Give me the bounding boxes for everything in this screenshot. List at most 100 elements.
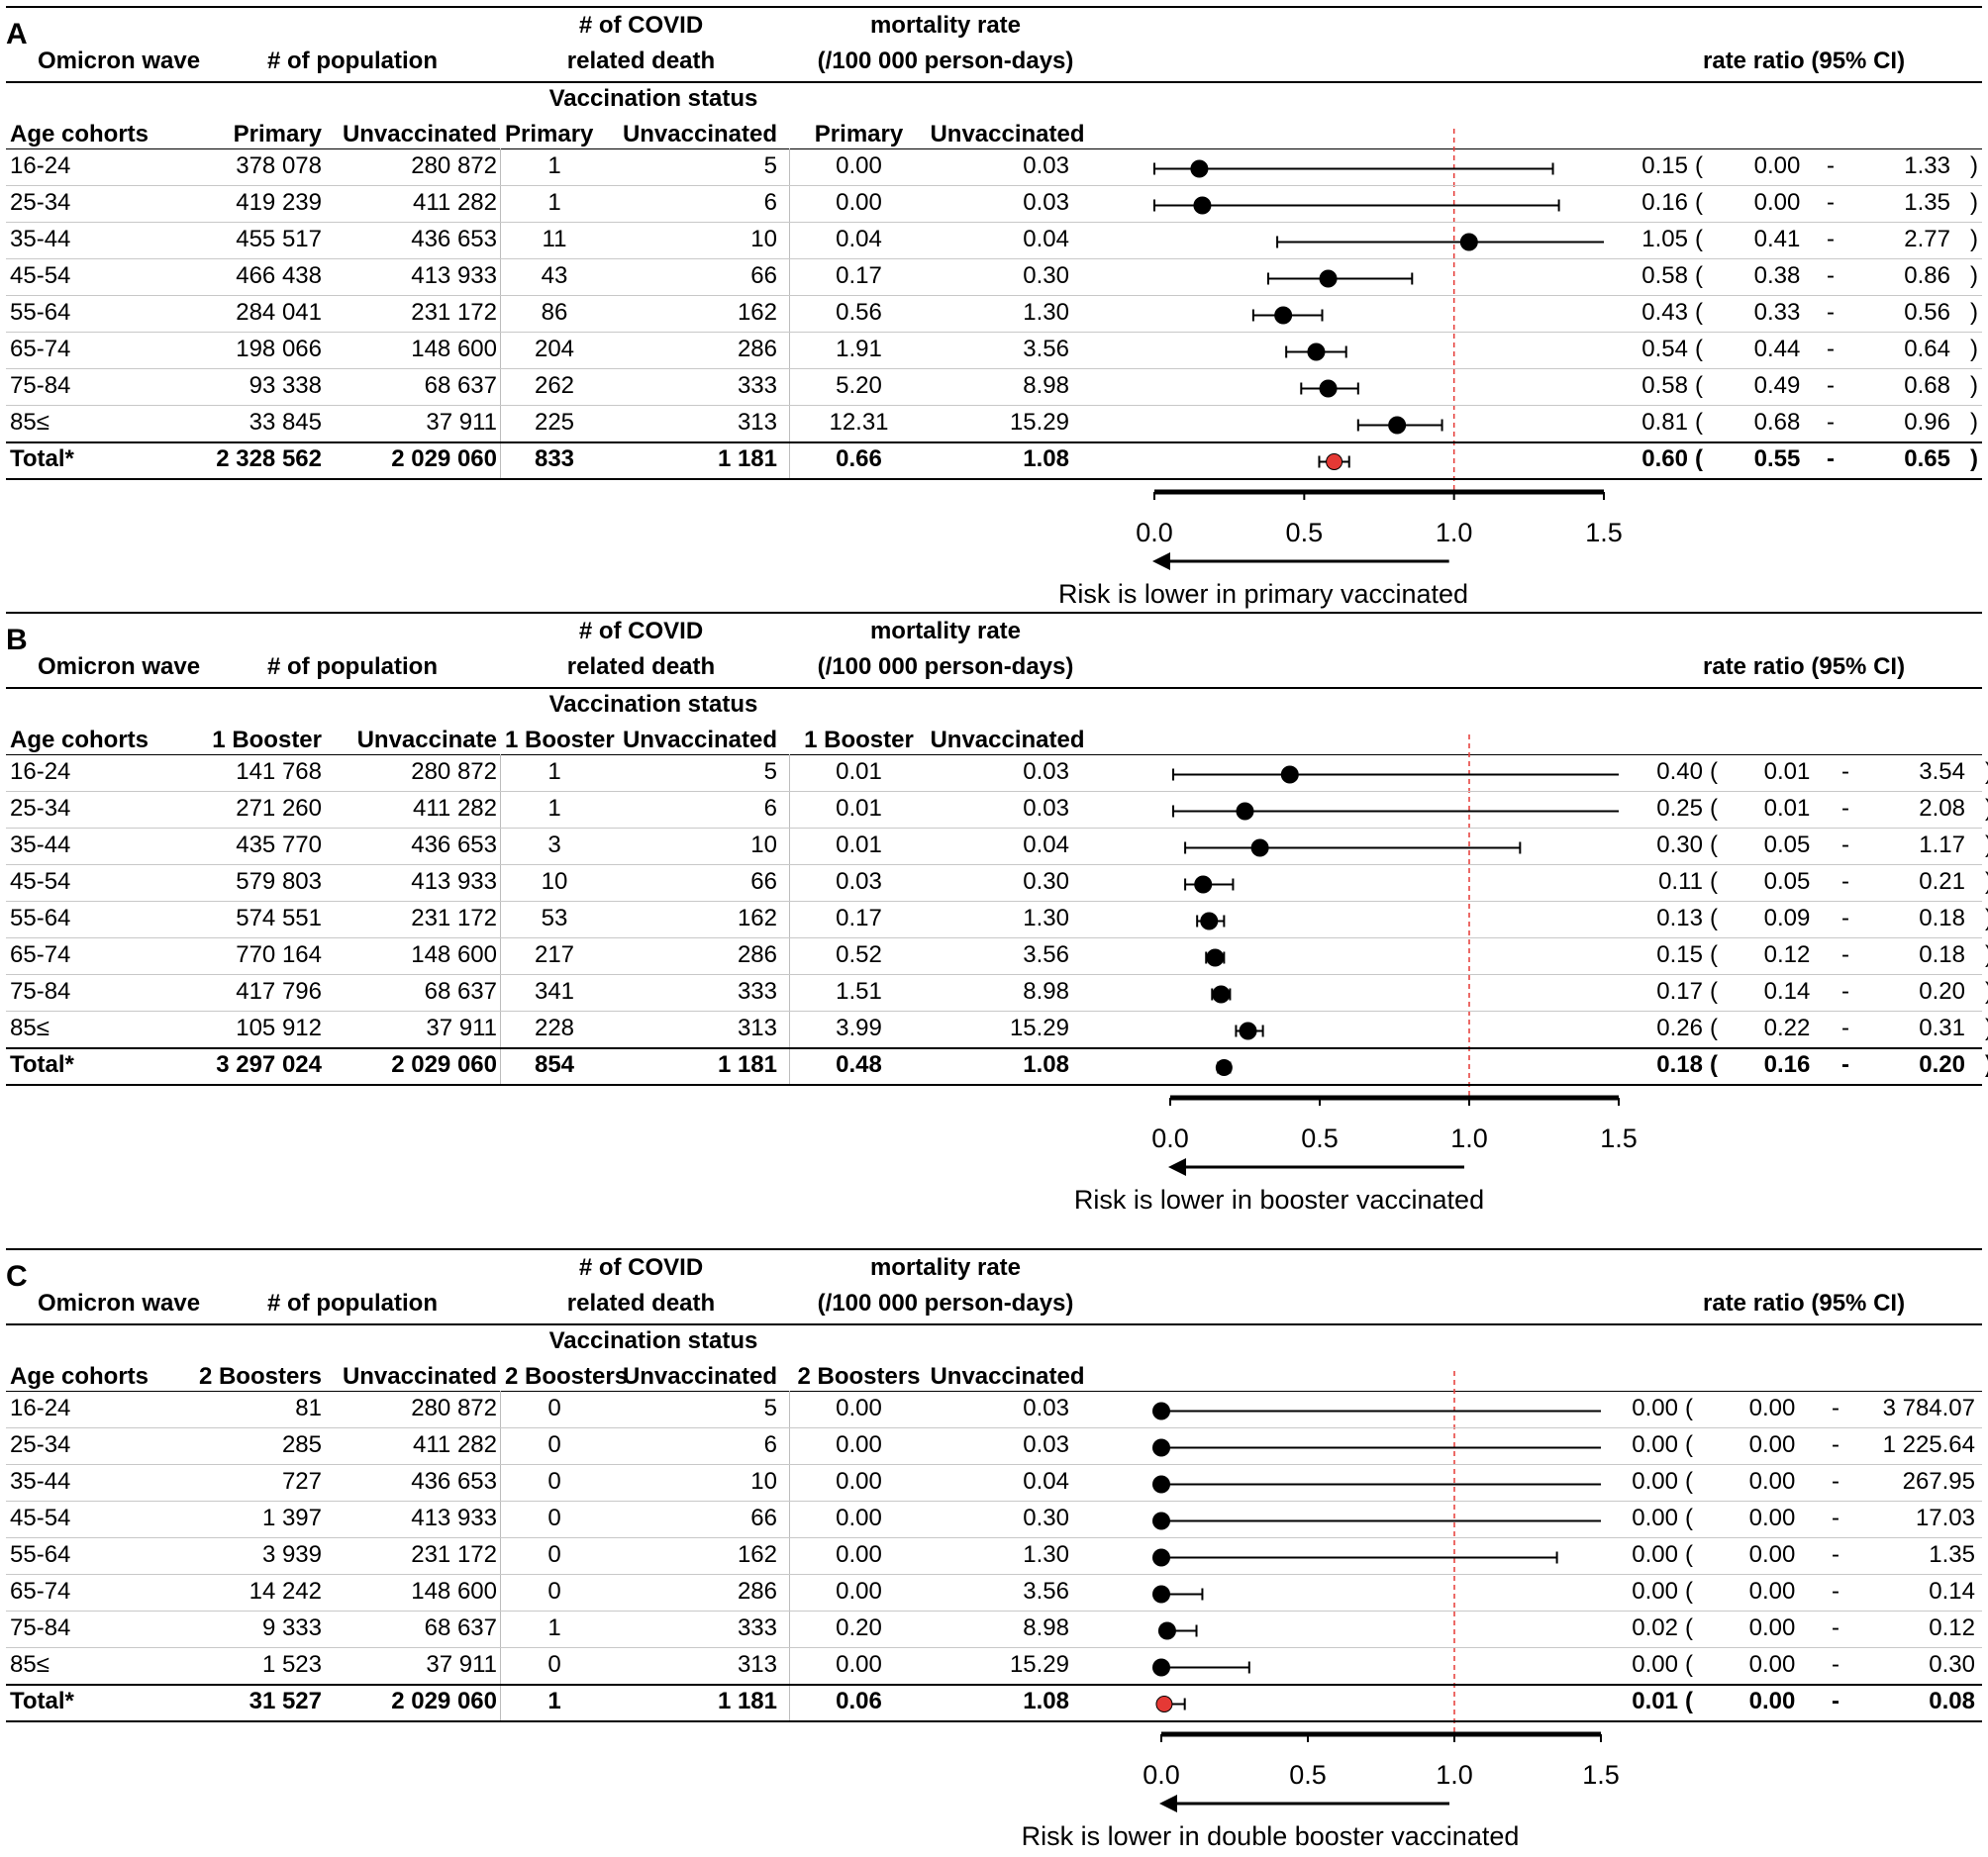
table-row-rate-ratio: 0.00 xyxy=(1632,1505,1678,1531)
point-estimate xyxy=(1152,1512,1170,1530)
total-point-estimate xyxy=(1155,1696,1173,1712)
total-row-ci-dash: - xyxy=(1827,445,1835,472)
row-separator xyxy=(6,1574,1982,1575)
table-row-pop-unvaccinated: 68 637 xyxy=(424,978,497,1005)
header-pop-vaccinated: 1 Booster xyxy=(212,727,322,753)
table-row-death-unvaccinated: 5 xyxy=(763,152,777,179)
table-row-pop-unvaccinated: 68 637 xyxy=(424,1614,497,1641)
table-row-ci-lower: 0.00 xyxy=(1753,152,1801,179)
table-row-rate-ratio: 0.15 xyxy=(1641,152,1688,179)
table-row-mort-unvaccinated: 15.29 xyxy=(1009,409,1069,436)
table-row-ci-upper: 0.14 xyxy=(1929,1578,1975,1605)
point-estimate xyxy=(1274,306,1293,325)
table-row-ci-upper: 3 784.07 xyxy=(1882,1395,1975,1421)
top-rule xyxy=(6,6,1982,8)
table-row-ci-open: ( xyxy=(1685,1468,1693,1495)
total-row-death-unvaccinated: 1 181 xyxy=(717,1051,777,1078)
point-estimate xyxy=(1152,1475,1170,1494)
table-row-rate-ratio: 0.11 xyxy=(1658,868,1703,895)
table-row-ci-dash: - xyxy=(1841,868,1849,895)
table-row-rate-ratio: 0.00 xyxy=(1632,1651,1678,1678)
row-separator xyxy=(6,974,1982,975)
table-row-pop-unvaccinated: 37 911 xyxy=(426,1651,497,1678)
table-row-ci-close: ) xyxy=(1985,905,1988,932)
table-row-mort-vaccinated: 0.00 xyxy=(836,152,882,179)
table-row-mort-unvaccinated: 0.04 xyxy=(1023,831,1069,858)
column-separator xyxy=(500,148,501,480)
table-row-mort-vaccinated: 0.17 xyxy=(836,262,882,289)
table-row-mort-unvaccinated: 0.03 xyxy=(1023,189,1069,216)
table-row-mort-unvaccinated: 8.98 xyxy=(1023,978,1069,1005)
table-row-ci-open: ( xyxy=(1710,978,1718,1005)
point-estimate xyxy=(1236,802,1254,821)
table-row-mort-vaccinated: 0.00 xyxy=(836,1431,882,1458)
table-row-death-unvaccinated: 333 xyxy=(737,1614,777,1641)
table-row-rate-ratio: 0.17 xyxy=(1656,978,1703,1005)
table-row-ci-lower: 0.14 xyxy=(1763,978,1811,1005)
table-row-ci-lower: 0.00 xyxy=(1748,1651,1796,1678)
panel-c: C Omicron wave # of population # of COVID re… xyxy=(0,1242,1988,1856)
table-row-pop-vaccinated: 574 551 xyxy=(236,905,322,931)
row-separator xyxy=(6,1611,1982,1612)
table-row-age: 45-54 xyxy=(10,262,71,289)
header-mortality-line1: mortality rate xyxy=(869,12,1022,39)
total-point-estimate xyxy=(1215,1059,1233,1076)
total-top-rule xyxy=(6,1684,1982,1686)
table-row-ci-lower: 0.44 xyxy=(1753,336,1801,362)
table-row-ci-upper: 1.33 xyxy=(1904,152,1950,179)
header-rate-ratio: rate ratio (95% CI) xyxy=(1703,48,1906,74)
header-covid-death-line2: related death xyxy=(566,48,716,74)
header-mort-vaccinated: 1 Booster xyxy=(804,727,914,753)
table-row-ci-upper: 1.17 xyxy=(1919,831,1965,858)
total-row-ci-open: ( xyxy=(1695,445,1703,472)
table-row-ci-open: ( xyxy=(1685,1578,1693,1605)
table-row-ci-close: ) xyxy=(1970,189,1978,216)
point-estimate xyxy=(1319,379,1338,398)
table-row-ci-upper: 2.77 xyxy=(1904,226,1950,252)
table-row-ci-lower: 0.49 xyxy=(1753,372,1801,399)
table-row-ci-close: ) xyxy=(1985,795,1988,823)
table-row-mort-unvaccinated: 8.98 xyxy=(1023,1614,1069,1641)
table-row-ci-lower: 0.01 xyxy=(1763,795,1811,822)
table-row-death-vaccinated: 1 xyxy=(547,758,561,785)
row-separator xyxy=(6,222,1982,223)
row-separator xyxy=(6,405,1982,406)
table-row-ci-lower: 0.00 xyxy=(1748,1505,1796,1531)
header-death-vaccinated: 2 Boosters xyxy=(505,1363,629,1390)
table-row-pop-unvaccinated: 413 933 xyxy=(411,868,497,895)
table-row-death-vaccinated: 341 xyxy=(534,978,575,1005)
panel-letter: C xyxy=(6,1260,28,1293)
table-row-mort-unvaccinated: 1.30 xyxy=(1023,905,1069,931)
table-row-rate-ratio: 0.13 xyxy=(1656,905,1703,931)
table-row-pop-unvaccinated: 280 872 xyxy=(411,758,497,785)
x-tick-label: 1.5 xyxy=(1585,518,1623,547)
table-row-age: 85≤ xyxy=(10,1015,50,1041)
table-row-age: 45-54 xyxy=(10,1505,71,1531)
table-row-ci-lower: 0.05 xyxy=(1763,831,1811,858)
table-row-pop-vaccinated: 417 796 xyxy=(236,978,322,1005)
table-row-mort-unvaccinated: 0.03 xyxy=(1023,152,1069,179)
x-tick-label: 1.0 xyxy=(1435,518,1473,547)
header-omicron-wave: Omicron wave xyxy=(38,653,201,680)
table-row-death-unvaccinated: 162 xyxy=(737,299,777,326)
table-row-mort-vaccinated: 0.00 xyxy=(836,1395,882,1421)
table-row-mort-vaccinated: 0.20 xyxy=(836,1614,882,1641)
x-tick-label: 1.0 xyxy=(1450,1124,1488,1153)
table-row-ci-close: ) xyxy=(1985,831,1988,859)
header-covid-death-line1: # of COVID xyxy=(578,12,704,39)
row-separator xyxy=(6,1647,1982,1648)
table-row-rate-ratio: 0.54 xyxy=(1641,336,1688,362)
table-row-death-unvaccinated: 6 xyxy=(763,1431,777,1458)
table-row-death-vaccinated: 0 xyxy=(547,1651,561,1678)
table-row-ci-upper: 1.35 xyxy=(1904,189,1950,216)
row-separator xyxy=(6,791,1982,792)
column-separator xyxy=(789,1391,790,1722)
table-row-mort-vaccinated: 1.51 xyxy=(836,978,882,1005)
table-row-pop-vaccinated: 727 xyxy=(281,1468,322,1495)
row-separator xyxy=(6,937,1982,938)
table-row-pop-unvaccinated: 37 911 xyxy=(426,409,497,436)
table-row-pop-vaccinated: 455 517 xyxy=(236,226,322,252)
table-row-death-unvaccinated: 6 xyxy=(763,189,777,216)
table-row-mort-vaccinated: 0.00 xyxy=(836,1651,882,1678)
table-row-pop-unvaccinated: 148 600 xyxy=(411,941,497,968)
